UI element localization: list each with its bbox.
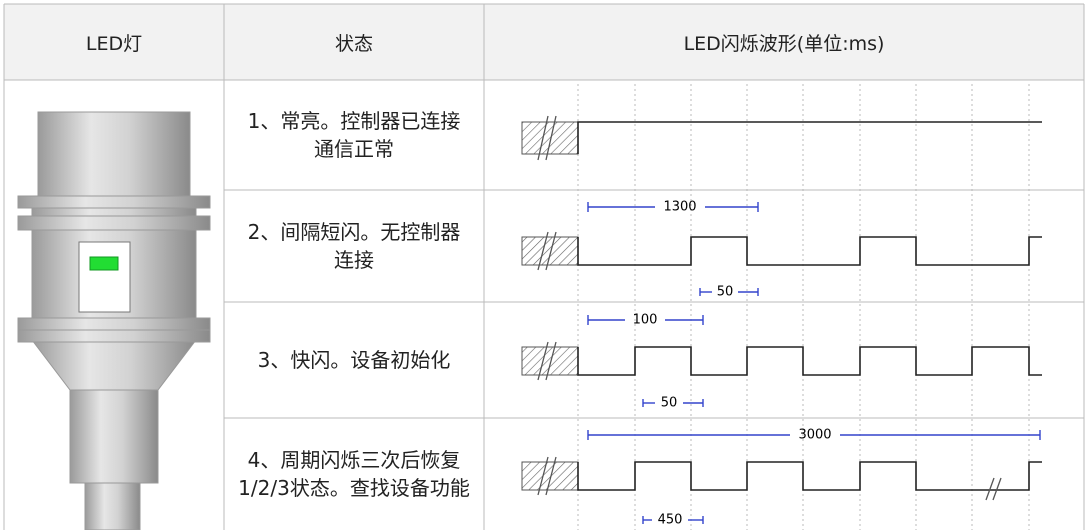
duration-label: 100 <box>633 313 658 328</box>
duration-label: 3000 <box>798 428 831 443</box>
status-cell: 4、周期闪烁三次后恢复1/2/3状态。查找设备功能 <box>238 448 470 500</box>
waveforms: 1300 50 100 50 3000 450 <box>521 115 1042 528</box>
led-device <box>17 111 211 530</box>
duration-label: 50 <box>661 396 678 411</box>
duration-label: 1300 <box>663 200 696 215</box>
header-cell: LED闪烁波形(单位:ms) <box>683 32 885 55</box>
header-cell: 状态 <box>334 32 373 55</box>
grid <box>577 84 1030 530</box>
status-cell: 1、常亮。控制器已连接通信正常 <box>247 109 461 161</box>
duration-label: 50 <box>717 285 734 300</box>
status-cell: 3、快闪。设备初始化 <box>257 348 451 372</box>
status-cell: 2、间隔短闪。无控制器连接 <box>247 220 461 272</box>
table-lines <box>3 3 1085 530</box>
header-cell: LED灯 <box>85 32 143 55</box>
duration-label: 450 <box>658 513 683 528</box>
